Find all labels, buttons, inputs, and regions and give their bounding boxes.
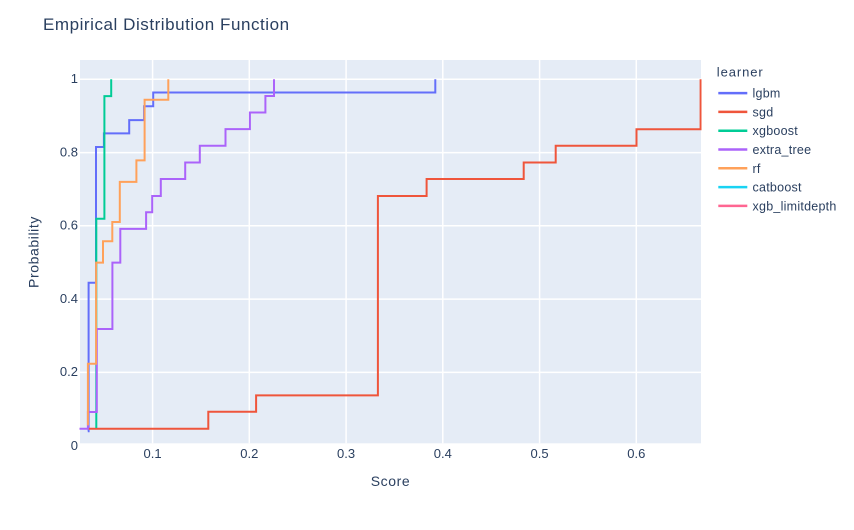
svg-text:sgd: sgd xyxy=(753,105,774,119)
svg-text:0.3: 0.3 xyxy=(337,446,355,461)
svg-text:rf: rf xyxy=(753,162,761,176)
svg-text:lgbm: lgbm xyxy=(753,87,781,101)
svg-text:xgboost: xgboost xyxy=(753,124,799,138)
svg-text:extra_tree: extra_tree xyxy=(753,143,812,157)
svg-text:xgb_limitdepth: xgb_limitdepth xyxy=(753,199,837,213)
svg-text:0.4: 0.4 xyxy=(60,291,78,306)
svg-text:0.5: 0.5 xyxy=(531,446,549,461)
svg-text:catboost: catboost xyxy=(753,181,803,195)
svg-text:Empirical Distribution Functio: Empirical Distribution Function xyxy=(43,15,290,34)
svg-text:0.1: 0.1 xyxy=(144,446,162,461)
svg-text:0.2: 0.2 xyxy=(240,446,258,461)
svg-text:learner: learner xyxy=(717,65,764,80)
svg-text:0.8: 0.8 xyxy=(60,144,78,159)
svg-text:0: 0 xyxy=(71,438,78,453)
svg-text:0.6: 0.6 xyxy=(60,218,78,233)
svg-text:Probability: Probability xyxy=(26,216,42,288)
svg-text:0.4: 0.4 xyxy=(434,446,452,461)
svg-text:0.6: 0.6 xyxy=(627,446,645,461)
svg-text:1: 1 xyxy=(71,71,78,86)
svg-text:0.2: 0.2 xyxy=(60,364,78,379)
svg-text:Score: Score xyxy=(371,473,411,489)
